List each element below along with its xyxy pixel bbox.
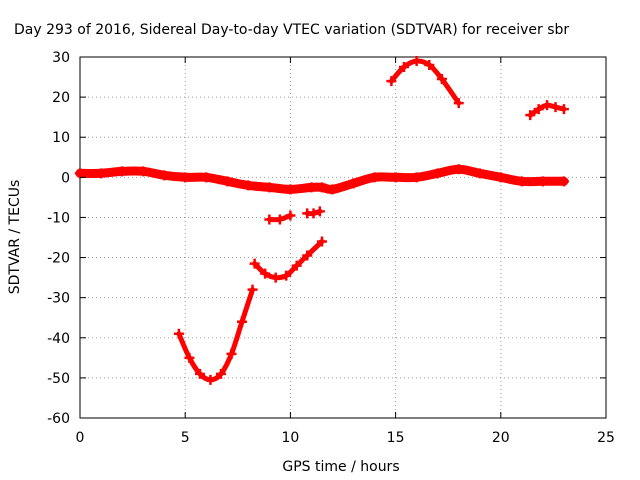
data-point: [237, 316, 248, 327]
y-tick-label: -10: [47, 210, 70, 226]
x-axis-label: GPS time / hours: [282, 459, 399, 475]
series-pass-8-11h: [249, 236, 327, 283]
data-point: [327, 184, 338, 195]
data-point: [285, 184, 296, 195]
data-point: [369, 172, 380, 183]
data-point: [201, 172, 212, 183]
series-pass-5-6h: [173, 284, 258, 385]
data-point: [411, 56, 422, 67]
data-point: [348, 178, 359, 189]
data-point: [550, 102, 561, 113]
data-point: [386, 76, 397, 87]
y-tick-label: 10: [52, 130, 70, 146]
y-tick-label: -30: [47, 291, 70, 307]
grid: [80, 57, 606, 418]
data-point: [316, 182, 327, 193]
data-point: [138, 166, 149, 177]
data-point: [173, 328, 184, 339]
data-point: [194, 368, 205, 379]
data-point: [270, 272, 281, 283]
data-point: [96, 168, 107, 179]
data-point: [205, 374, 216, 385]
data-point: [436, 74, 447, 85]
data-point: [184, 352, 195, 363]
data-point: [285, 210, 296, 221]
data-point: [537, 176, 548, 187]
data-point: [222, 176, 233, 187]
y-tick-label: 0: [61, 170, 70, 186]
plot-frame: [79, 56, 607, 419]
data-point: [542, 100, 553, 111]
data-point: [264, 182, 275, 193]
data-point: [264, 214, 275, 225]
data-point: [243, 180, 254, 191]
data-point: [281, 270, 292, 281]
data-point: [453, 98, 464, 109]
data-point: [399, 62, 410, 73]
x-tick-label: 0: [76, 430, 85, 446]
data-point: [159, 170, 170, 181]
data-point: [117, 166, 128, 177]
x-tick-label: 20: [492, 430, 510, 446]
data-point: [533, 104, 544, 115]
data-point: [274, 214, 285, 225]
y-tick-label: -20: [47, 251, 70, 267]
data-point: [558, 104, 569, 115]
data-point: [249, 258, 260, 269]
series-line-pass-5-6h: [176, 287, 255, 383]
data-point: [390, 172, 401, 183]
series-pass-9-10h: [264, 210, 296, 225]
data-point: [180, 172, 191, 183]
data-point: [215, 368, 226, 379]
series-pass-15-18h: [386, 56, 464, 109]
data-point: [516, 176, 527, 187]
data-point: [226, 348, 237, 359]
y-tick-label: 30: [52, 50, 70, 66]
data-point: [308, 208, 319, 219]
ticks: 30 20 10 0 -10 -20 -30 -40 -50 -60 0 5 10 15 20 25: [47, 50, 615, 446]
x-tick-label: 25: [597, 430, 615, 446]
y-axis-label: SDTVAR / TECUs: [7, 180, 23, 295]
data-point: [260, 268, 271, 279]
y-tick-label: -40: [47, 331, 70, 347]
data-point: [314, 206, 325, 217]
data-point: [247, 284, 258, 295]
data-point: [432, 168, 443, 179]
data-point: [474, 168, 485, 179]
x-tick-label: 15: [387, 430, 405, 446]
chart-title: Day 293 of 2016, Sidereal Day-to-day VTE…: [14, 22, 569, 38]
series-layer: [75, 56, 569, 385]
data-point: [453, 164, 464, 175]
data-point: [302, 250, 313, 261]
series-main-trace: [75, 164, 569, 195]
data-point: [495, 172, 506, 183]
x-tick-label: 10: [281, 430, 299, 446]
series-pass-11h: [302, 206, 325, 219]
data-point: [558, 176, 569, 187]
series-pass-21-23h: [525, 100, 569, 121]
data-point: [316, 236, 327, 247]
data-point: [306, 182, 317, 193]
y-tick-label: -50: [47, 371, 70, 387]
data-point: [424, 60, 435, 71]
data-point: [525, 110, 536, 121]
data-point: [291, 260, 302, 271]
y-tick-label: -60: [47, 411, 70, 427]
y-tick-label: 20: [52, 90, 70, 106]
data-point: [75, 168, 85, 179]
x-tick-label: 5: [181, 430, 190, 446]
data-point: [411, 172, 422, 183]
